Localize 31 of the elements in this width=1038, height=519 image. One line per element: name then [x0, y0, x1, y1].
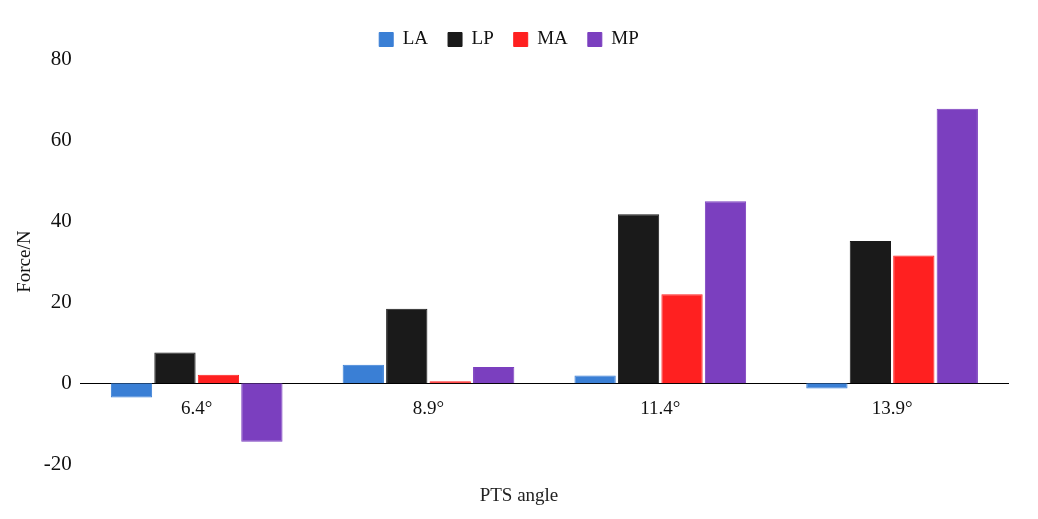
legend-label: MP	[611, 27, 639, 49]
y-tick-label: 60	[50, 126, 72, 151]
bar	[704, 201, 747, 384]
bar	[849, 241, 892, 384]
legend-label: LP	[471, 27, 494, 49]
y-tick-label: 0	[61, 369, 72, 394]
y-tick-label: 80	[50, 45, 72, 70]
bar	[806, 383, 848, 389]
bar	[241, 383, 283, 442]
bar	[110, 383, 153, 398]
bar	[473, 367, 515, 384]
bar	[386, 308, 428, 384]
x-tick-label: 8.9°	[412, 396, 445, 418]
bar	[154, 352, 196, 384]
bar	[197, 374, 240, 384]
bar	[574, 375, 616, 384]
bar	[936, 108, 978, 384]
bar	[342, 364, 384, 384]
legend-label: LA	[402, 27, 429, 49]
y-axis-title: Force/N	[13, 230, 35, 293]
x-tick-label: 6.4°	[181, 396, 213, 418]
y-tick-label: 40	[50, 207, 72, 232]
legend-label: MA	[537, 27, 569, 49]
y-tick-label: 20	[50, 288, 72, 313]
x-axis-title: PTS angle	[478, 484, 560, 506]
bar	[617, 214, 660, 384]
x-tick-label: 11.4°	[640, 396, 681, 418]
bar	[893, 255, 935, 384]
x-tick-label: 13.9°	[871, 396, 913, 418]
bar	[661, 294, 703, 384]
y-tick-label: -20	[43, 450, 72, 475]
